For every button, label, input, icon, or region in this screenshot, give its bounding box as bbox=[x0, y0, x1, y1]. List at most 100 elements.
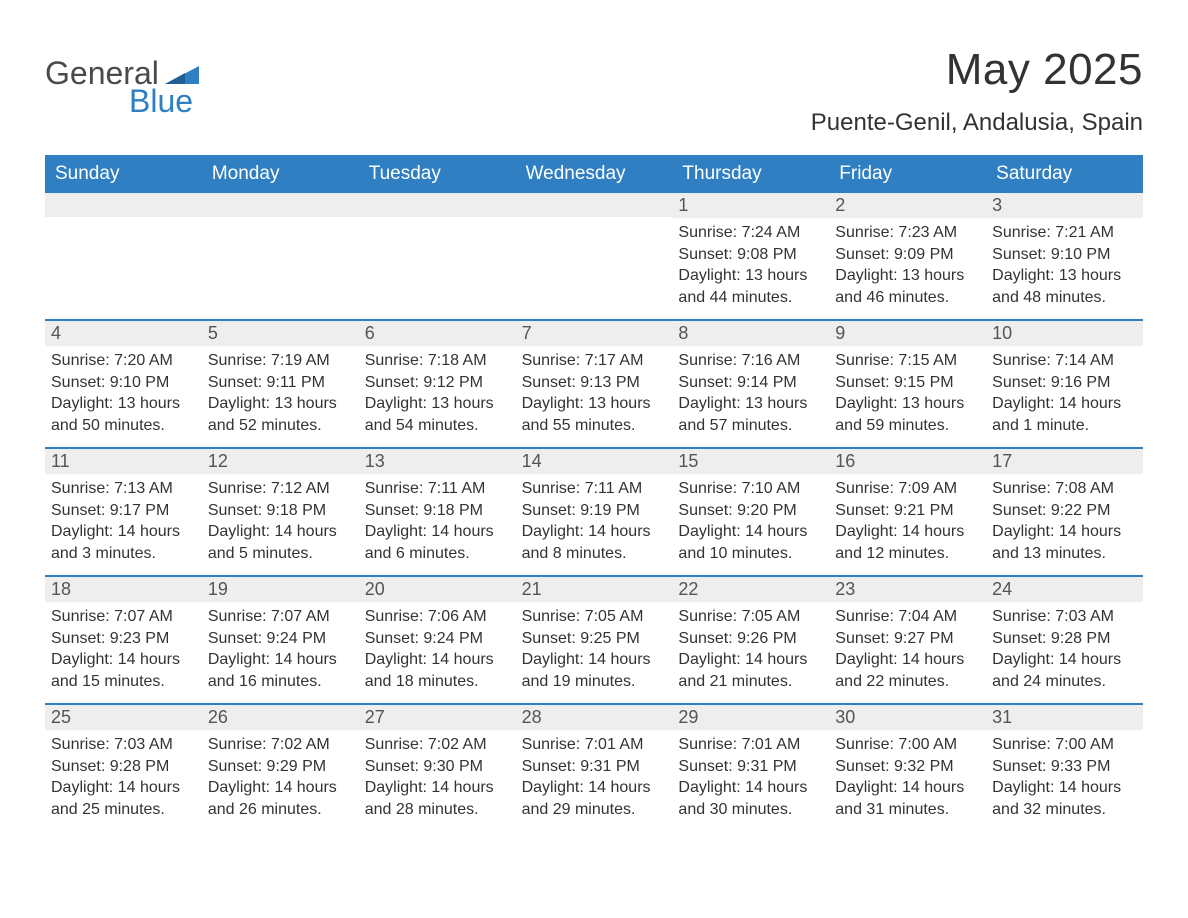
day-number: 2 bbox=[829, 193, 986, 218]
sunrise-text: Sunrise: 7:01 AM bbox=[678, 734, 823, 756]
sunset-text: Sunset: 9:11 PM bbox=[208, 372, 353, 394]
day-number: 17 bbox=[986, 449, 1143, 474]
day-number: 11 bbox=[45, 449, 202, 474]
sunset-text: Sunset: 9:09 PM bbox=[835, 244, 980, 266]
day-body: Sunrise: 7:11 AMSunset: 9:19 PMDaylight:… bbox=[516, 474, 673, 570]
day-cell: 13Sunrise: 7:11 AMSunset: 9:18 PMDayligh… bbox=[359, 447, 516, 575]
day-cell: 8Sunrise: 7:16 AMSunset: 9:14 PMDaylight… bbox=[672, 319, 829, 447]
blank-day-cell bbox=[516, 191, 673, 319]
sunset-text: Sunset: 9:18 PM bbox=[365, 500, 510, 522]
daylight-text: Daylight: 14 hours and 15 minutes. bbox=[51, 649, 196, 692]
day-number: 25 bbox=[45, 705, 202, 730]
day-number: 20 bbox=[359, 577, 516, 602]
day-cell: 20Sunrise: 7:06 AMSunset: 9:24 PMDayligh… bbox=[359, 575, 516, 703]
day-cell: 21Sunrise: 7:05 AMSunset: 9:25 PMDayligh… bbox=[516, 575, 673, 703]
daylight-text: Daylight: 14 hours and 26 minutes. bbox=[208, 777, 353, 820]
day-cell: 30Sunrise: 7:00 AMSunset: 9:32 PMDayligh… bbox=[829, 703, 986, 831]
day-body: Sunrise: 7:19 AMSunset: 9:11 PMDaylight:… bbox=[202, 346, 359, 442]
daylight-text: Daylight: 14 hours and 25 minutes. bbox=[51, 777, 196, 820]
day-body: Sunrise: 7:07 AMSunset: 9:23 PMDaylight:… bbox=[45, 602, 202, 698]
day-number: 1 bbox=[672, 193, 829, 218]
daylight-text: Daylight: 14 hours and 24 minutes. bbox=[992, 649, 1137, 692]
day-body: Sunrise: 7:06 AMSunset: 9:24 PMDaylight:… bbox=[359, 602, 516, 698]
day-number: 27 bbox=[359, 705, 516, 730]
sunrise-text: Sunrise: 7:10 AM bbox=[678, 478, 823, 500]
day-cell: 9Sunrise: 7:15 AMSunset: 9:15 PMDaylight… bbox=[829, 319, 986, 447]
day-cell: 17Sunrise: 7:08 AMSunset: 9:22 PMDayligh… bbox=[986, 447, 1143, 575]
blank-day-cell bbox=[359, 191, 516, 319]
sunset-text: Sunset: 9:20 PM bbox=[678, 500, 823, 522]
day-number: 19 bbox=[202, 577, 359, 602]
sunrise-text: Sunrise: 7:15 AM bbox=[835, 350, 980, 372]
daylight-text: Daylight: 13 hours and 57 minutes. bbox=[678, 393, 823, 436]
blank-day-cell bbox=[202, 191, 359, 319]
day-number-bar bbox=[359, 193, 516, 217]
day-cell: 12Sunrise: 7:12 AMSunset: 9:18 PMDayligh… bbox=[202, 447, 359, 575]
sunrise-text: Sunrise: 7:00 AM bbox=[835, 734, 980, 756]
daylight-text: Daylight: 14 hours and 32 minutes. bbox=[992, 777, 1137, 820]
daylight-text: Daylight: 14 hours and 16 minutes. bbox=[208, 649, 353, 692]
day-body: Sunrise: 7:05 AMSunset: 9:26 PMDaylight:… bbox=[672, 602, 829, 698]
day-body: Sunrise: 7:03 AMSunset: 9:28 PMDaylight:… bbox=[986, 602, 1143, 698]
day-cell: 23Sunrise: 7:04 AMSunset: 9:27 PMDayligh… bbox=[829, 575, 986, 703]
day-body: Sunrise: 7:17 AMSunset: 9:13 PMDaylight:… bbox=[516, 346, 673, 442]
day-body: Sunrise: 7:02 AMSunset: 9:30 PMDaylight:… bbox=[359, 730, 516, 826]
day-body: Sunrise: 7:08 AMSunset: 9:22 PMDaylight:… bbox=[986, 474, 1143, 570]
day-cell: 18Sunrise: 7:07 AMSunset: 9:23 PMDayligh… bbox=[45, 575, 202, 703]
daylight-text: Daylight: 13 hours and 44 minutes. bbox=[678, 265, 823, 308]
daylight-text: Daylight: 14 hours and 19 minutes. bbox=[522, 649, 667, 692]
day-number: 16 bbox=[829, 449, 986, 474]
day-cell: 28Sunrise: 7:01 AMSunset: 9:31 PMDayligh… bbox=[516, 703, 673, 831]
logo: General Blue bbox=[45, 45, 199, 116]
logo-text-blue: Blue bbox=[129, 87, 193, 116]
daylight-text: Daylight: 14 hours and 13 minutes. bbox=[992, 521, 1137, 564]
day-cell: 1Sunrise: 7:24 AMSunset: 9:08 PMDaylight… bbox=[672, 191, 829, 319]
day-cell: 14Sunrise: 7:11 AMSunset: 9:19 PMDayligh… bbox=[516, 447, 673, 575]
sunset-text: Sunset: 9:26 PM bbox=[678, 628, 823, 650]
day-number: 7 bbox=[516, 321, 673, 346]
day-number: 8 bbox=[672, 321, 829, 346]
daylight-text: Daylight: 14 hours and 30 minutes. bbox=[678, 777, 823, 820]
day-body: Sunrise: 7:00 AMSunset: 9:33 PMDaylight:… bbox=[986, 730, 1143, 826]
sunrise-text: Sunrise: 7:04 AM bbox=[835, 606, 980, 628]
sunrise-text: Sunrise: 7:09 AM bbox=[835, 478, 980, 500]
daylight-text: Daylight: 14 hours and 12 minutes. bbox=[835, 521, 980, 564]
day-cell: 27Sunrise: 7:02 AMSunset: 9:30 PMDayligh… bbox=[359, 703, 516, 831]
day-number: 10 bbox=[986, 321, 1143, 346]
sunset-text: Sunset: 9:18 PM bbox=[208, 500, 353, 522]
daylight-text: Daylight: 14 hours and 1 minute. bbox=[992, 393, 1137, 436]
day-cell: 16Sunrise: 7:09 AMSunset: 9:21 PMDayligh… bbox=[829, 447, 986, 575]
sunrise-text: Sunrise: 7:05 AM bbox=[678, 606, 823, 628]
day-number: 13 bbox=[359, 449, 516, 474]
day-cell: 15Sunrise: 7:10 AMSunset: 9:20 PMDayligh… bbox=[672, 447, 829, 575]
day-cell: 11Sunrise: 7:13 AMSunset: 9:17 PMDayligh… bbox=[45, 447, 202, 575]
day-body: Sunrise: 7:04 AMSunset: 9:27 PMDaylight:… bbox=[829, 602, 986, 698]
day-body: Sunrise: 7:23 AMSunset: 9:09 PMDaylight:… bbox=[829, 218, 986, 314]
sunset-text: Sunset: 9:33 PM bbox=[992, 756, 1137, 778]
sunrise-text: Sunrise: 7:03 AM bbox=[51, 734, 196, 756]
sunset-text: Sunset: 9:12 PM bbox=[365, 372, 510, 394]
day-cell: 24Sunrise: 7:03 AMSunset: 9:28 PMDayligh… bbox=[986, 575, 1143, 703]
title-block: May 2025 Puente-Genil, Andalusia, Spain bbox=[811, 45, 1143, 147]
day-number: 6 bbox=[359, 321, 516, 346]
weekday-header: Monday bbox=[202, 155, 359, 191]
daylight-text: Daylight: 14 hours and 31 minutes. bbox=[835, 777, 980, 820]
day-cell: 2Sunrise: 7:23 AMSunset: 9:09 PMDaylight… bbox=[829, 191, 986, 319]
day-body: Sunrise: 7:11 AMSunset: 9:18 PMDaylight:… bbox=[359, 474, 516, 570]
sunset-text: Sunset: 9:27 PM bbox=[835, 628, 980, 650]
daylight-text: Daylight: 14 hours and 22 minutes. bbox=[835, 649, 980, 692]
sunrise-text: Sunrise: 7:16 AM bbox=[678, 350, 823, 372]
day-number: 4 bbox=[45, 321, 202, 346]
sunrise-text: Sunrise: 7:06 AM bbox=[365, 606, 510, 628]
sunset-text: Sunset: 9:16 PM bbox=[992, 372, 1137, 394]
location-subtitle: Puente-Genil, Andalusia, Spain bbox=[811, 109, 1143, 137]
month-title: May 2025 bbox=[811, 45, 1143, 95]
daylight-text: Daylight: 14 hours and 3 minutes. bbox=[51, 521, 196, 564]
sunrise-text: Sunrise: 7:12 AM bbox=[208, 478, 353, 500]
day-number-bar bbox=[45, 193, 202, 217]
day-body: Sunrise: 7:18 AMSunset: 9:12 PMDaylight:… bbox=[359, 346, 516, 442]
day-cell: 6Sunrise: 7:18 AMSunset: 9:12 PMDaylight… bbox=[359, 319, 516, 447]
daylight-text: Daylight: 14 hours and 29 minutes. bbox=[522, 777, 667, 820]
day-number: 12 bbox=[202, 449, 359, 474]
daylight-text: Daylight: 14 hours and 21 minutes. bbox=[678, 649, 823, 692]
